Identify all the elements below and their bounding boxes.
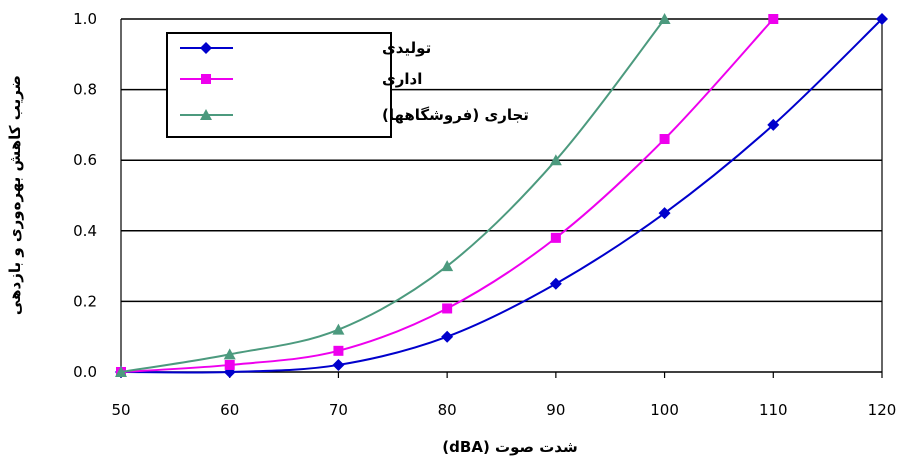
legend-label: اداری bbox=[382, 70, 422, 88]
legend-marker bbox=[201, 74, 211, 84]
y-tick-label: 0.2 bbox=[73, 292, 97, 310]
y-tick-label: 1.0 bbox=[73, 10, 97, 28]
x-tick-label: 60 bbox=[220, 401, 239, 419]
data-point bbox=[333, 346, 343, 356]
x-tick-label: 50 bbox=[111, 401, 130, 419]
x-tick-label: 70 bbox=[329, 401, 348, 419]
x-tick-label: 80 bbox=[438, 401, 457, 419]
data-point bbox=[332, 324, 344, 335]
legend: تولیدی اداری تجاری (فروشگاهها) bbox=[167, 33, 529, 137]
y-tick-label: 0.0 bbox=[73, 363, 97, 381]
x-tick-label: 110 bbox=[759, 401, 788, 419]
legend-label: تجاری (فروشگاهها) bbox=[382, 106, 529, 124]
x-tick-label: 120 bbox=[868, 401, 897, 419]
data-point bbox=[332, 359, 344, 371]
data-point bbox=[550, 278, 562, 290]
data-point bbox=[441, 331, 453, 343]
data-point bbox=[225, 360, 235, 370]
data-point bbox=[442, 303, 452, 313]
x-axis-title: شدت صوت (dBA) bbox=[442, 438, 577, 456]
x-tick-label: 90 bbox=[546, 401, 565, 419]
data-point bbox=[660, 134, 670, 144]
y-axis-title: ضریب کاهش بهره‌وری و بازدهی bbox=[6, 75, 24, 315]
y-tick-label: 0.4 bbox=[73, 222, 97, 240]
y-tick-label: 0.8 bbox=[73, 81, 97, 99]
legend-label: تولیدی bbox=[382, 39, 431, 57]
data-point bbox=[768, 14, 778, 24]
y-tick-label: 0.6 bbox=[73, 151, 97, 169]
x-tick-label: 100 bbox=[650, 401, 679, 419]
data-point bbox=[551, 233, 561, 243]
